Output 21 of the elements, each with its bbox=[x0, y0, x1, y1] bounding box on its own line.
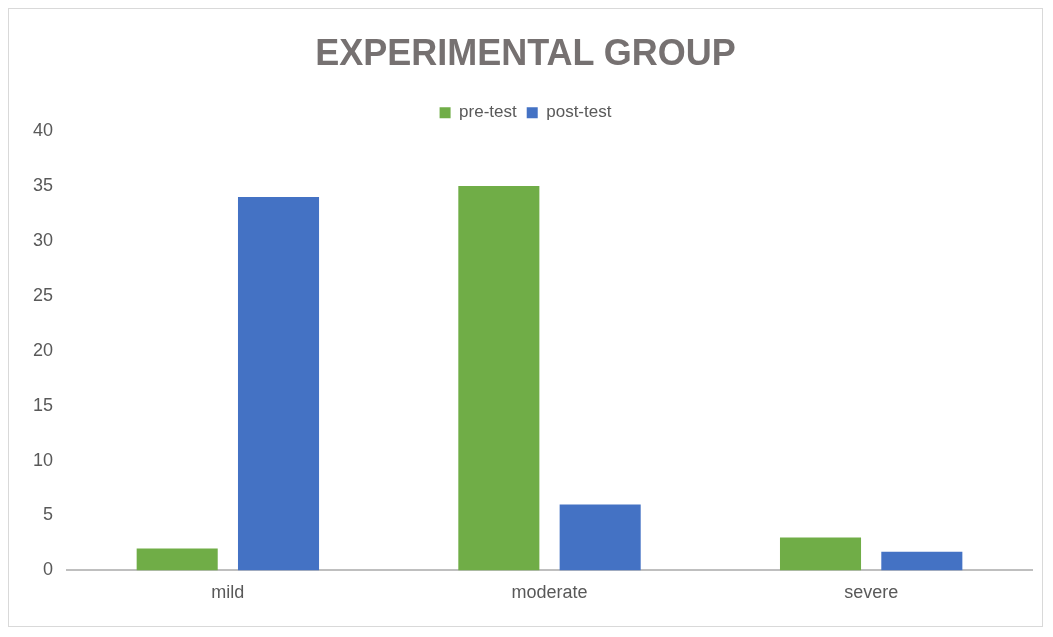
legend-label: pre-test bbox=[459, 102, 517, 122]
y-tick-label: 15 bbox=[32, 394, 54, 415]
bar bbox=[136, 548, 218, 571]
y-tick-label: 40 bbox=[32, 120, 54, 141]
y-tick-label: 25 bbox=[32, 284, 54, 305]
y-tick-label: 20 bbox=[32, 339, 54, 360]
legend-label: post-test bbox=[546, 102, 612, 122]
y-tick-label: 10 bbox=[32, 449, 54, 470]
bar bbox=[458, 186, 540, 571]
x-tick-label: moderate bbox=[511, 582, 588, 603]
x-tick-label: severe bbox=[844, 582, 899, 603]
y-tick-label: 0 bbox=[43, 559, 54, 580]
bar bbox=[881, 551, 963, 571]
y-tick-label: 5 bbox=[43, 504, 54, 525]
y-tick-label: 35 bbox=[32, 175, 54, 196]
chart-title: EXPERIMENTAL GROUP bbox=[315, 31, 736, 73]
bar bbox=[559, 504, 641, 571]
bar bbox=[779, 537, 862, 571]
bar bbox=[237, 197, 320, 571]
x-tick-label: mild bbox=[211, 582, 245, 603]
y-tick-label: 30 bbox=[32, 229, 54, 250]
